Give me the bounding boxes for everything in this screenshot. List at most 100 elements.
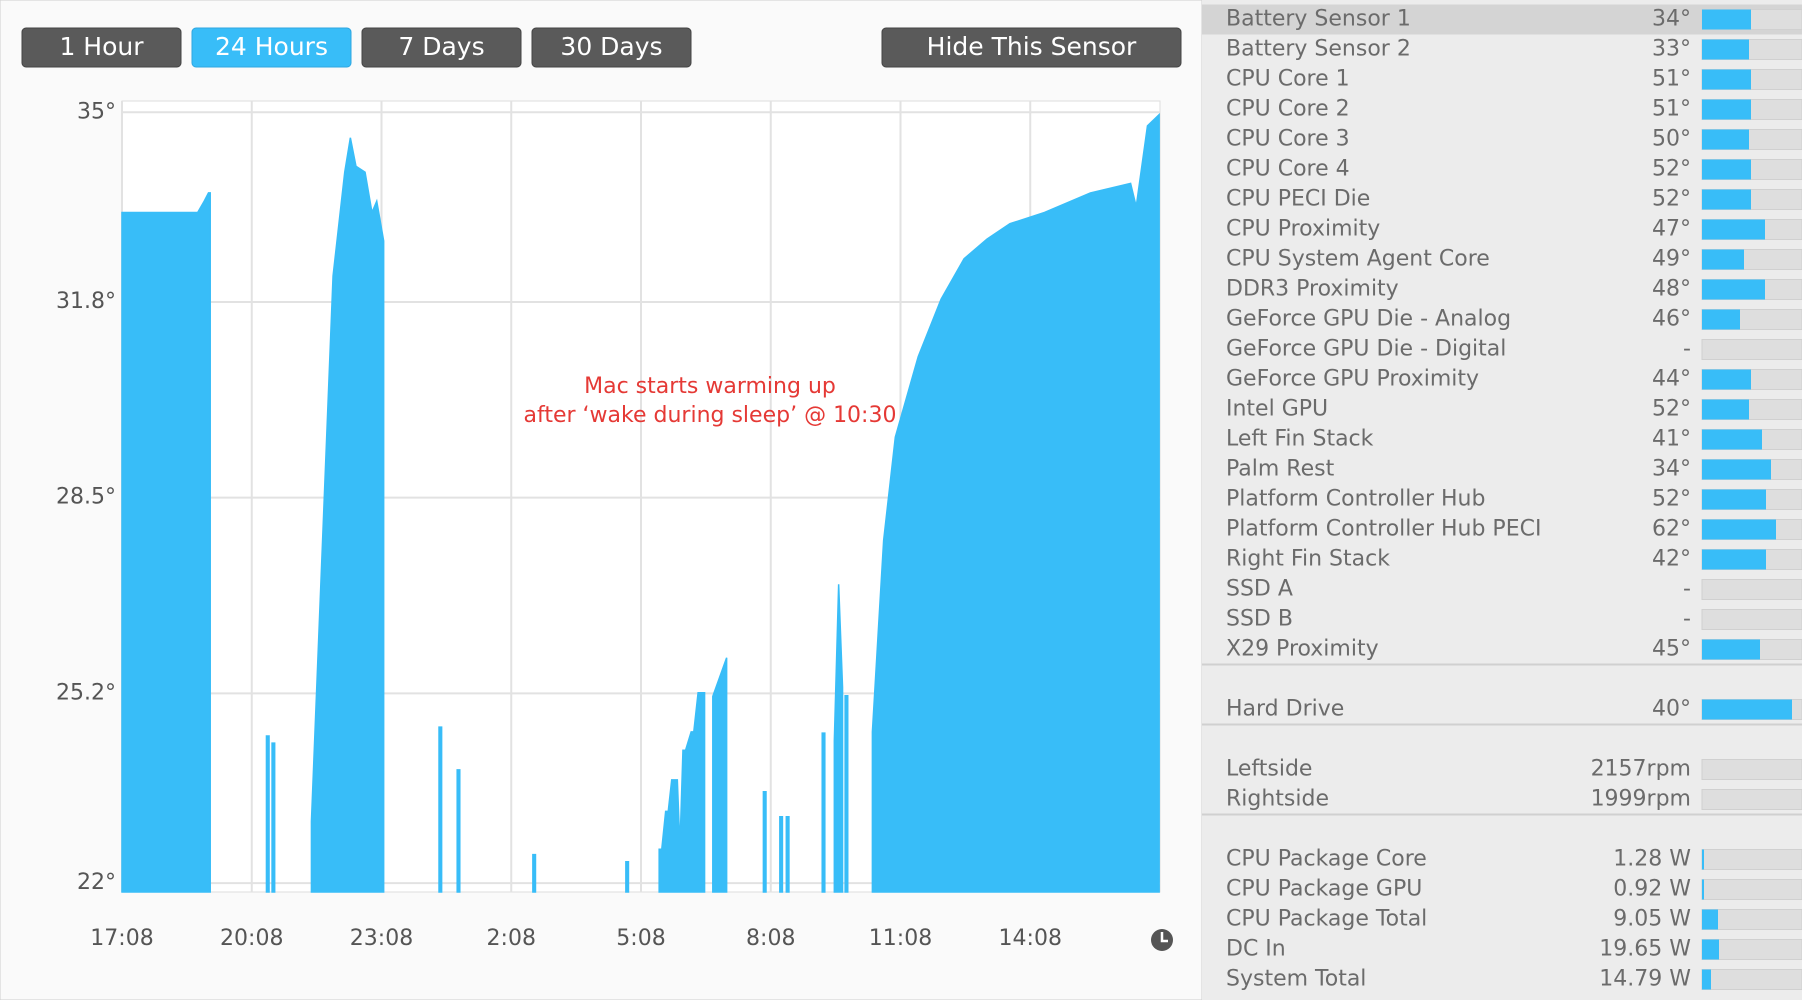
sensor-value: 0.92 W: [1613, 877, 1691, 902]
x-tick-label: 8:08: [746, 926, 795, 951]
annotation: Mac starts warming up: [584, 374, 836, 399]
sensor-name: X29 Proximity: [1226, 637, 1379, 662]
sensor-value: -: [1683, 607, 1691, 632]
sensor-value: 34°: [1652, 457, 1691, 482]
range-button[interactable]: [191, 27, 352, 68]
clock-icon: [1151, 929, 1173, 951]
sensor-name: DC In: [1226, 937, 1286, 962]
sensor-value: 49°: [1652, 247, 1691, 272]
sensor-value: 52°: [1652, 487, 1691, 512]
sensor-name: Hard Drive: [1226, 697, 1344, 722]
level-bar: [1702, 279, 1765, 300]
level-bar: [1702, 39, 1749, 60]
level-track: [1701, 969, 1802, 990]
sensor-value: 33°: [1652, 37, 1691, 62]
sensor-value: 52°: [1652, 187, 1691, 212]
sensor-name: Leftside: [1226, 757, 1312, 782]
sensor-value: 51°: [1652, 97, 1691, 122]
sensor-name: SSD B: [1226, 607, 1293, 632]
range-button-label: 1 Hour: [59, 32, 144, 61]
level-bar: [1702, 909, 1718, 930]
level-bar: [1702, 699, 1792, 720]
sensor-value: 41°: [1652, 427, 1691, 452]
level-track: [1701, 879, 1802, 900]
y-tick-label: 31.8°: [56, 289, 116, 314]
level-bar: [1702, 549, 1766, 570]
level-track: [1701, 609, 1802, 630]
sensor-name: System Total: [1226, 967, 1366, 992]
sensor-name: GeForce GPU Proximity: [1226, 367, 1479, 392]
hide-button-label: Hide This Sensor: [927, 32, 1137, 61]
sensor-value: 62°: [1652, 517, 1691, 542]
level-bar: [1702, 99, 1751, 120]
level-bar: [1702, 129, 1749, 150]
level-bar: [1702, 429, 1762, 450]
sensor-name: CPU Package GPU: [1226, 877, 1422, 902]
y-tick-label: 35°: [77, 99, 116, 124]
level-bar: [1702, 969, 1711, 990]
x-tick-label: 17:08: [90, 926, 153, 951]
level-bar: [1702, 459, 1771, 480]
sensor-value: 44°: [1652, 367, 1691, 392]
sensor-name: CPU Core 1: [1226, 67, 1350, 92]
level-bar: [1702, 189, 1751, 210]
y-tick-label: 22°: [77, 870, 116, 895]
level-bar: [1702, 879, 1704, 900]
sensor-value: 45°: [1652, 637, 1691, 662]
level-bar: [1702, 519, 1776, 540]
sensor-value: 40°: [1652, 697, 1691, 722]
sensor-value: 19.65 W: [1599, 937, 1691, 962]
level-track: [1701, 579, 1802, 600]
level-bar: [1702, 939, 1719, 960]
sensor-value: 34°: [1652, 7, 1691, 32]
sensor-value: 48°: [1652, 277, 1691, 302]
sensor-name: Left Fin Stack: [1226, 427, 1374, 452]
sensor-value: 1.28 W: [1613, 847, 1691, 872]
sensor-name: CPU Core 4: [1226, 157, 1350, 182]
sensor-name: Battery Sensor 2: [1226, 37, 1411, 62]
x-tick-label: 20:08: [220, 926, 283, 951]
y-tick-label: 28.5°: [56, 485, 116, 510]
level-track: [1701, 339, 1802, 360]
range-button[interactable]: [361, 27, 522, 68]
level-track: [1701, 849, 1802, 870]
range-button[interactable]: [531, 27, 692, 68]
sensor-value: 52°: [1652, 397, 1691, 422]
range-button[interactable]: [21, 27, 182, 68]
sensor-value: 9.05 W: [1613, 907, 1691, 932]
range-button-label: 30 Days: [560, 32, 662, 61]
area: [121, 112, 1160, 893]
level-bar: [1702, 369, 1751, 390]
sensor-name: Rightside: [1226, 787, 1329, 812]
y-tick-label: 25.2°: [56, 680, 116, 705]
annotation: after ‘wake during sleep’ @ 10:30: [524, 403, 897, 428]
sensor-value: 46°: [1652, 307, 1691, 332]
sensor-name: CPU PECI Die: [1226, 187, 1370, 212]
sensor-name: CPU Core 3: [1226, 127, 1350, 152]
sensor-name: SSD A: [1226, 577, 1293, 602]
sensor-name: GeForce GPU Die - Digital: [1226, 337, 1506, 362]
hide-button[interactable]: [881, 27, 1182, 68]
sensor-value: 51°: [1652, 67, 1691, 92]
x-tick-label: 11:08: [869, 926, 932, 951]
level-bar: [1702, 309, 1740, 330]
sensor-value: 42°: [1652, 547, 1691, 572]
sensor-name: DDR3 Proximity: [1226, 277, 1399, 302]
sensor-value: 47°: [1652, 217, 1691, 242]
sensor-value: 2157rpm: [1591, 757, 1691, 782]
level-track: [1701, 759, 1802, 780]
level-bar: [1702, 849, 1704, 870]
x-tick-label: 2:08: [487, 926, 536, 951]
sensor-name: CPU Proximity: [1226, 217, 1380, 242]
sensor-name: CPU Package Core: [1226, 847, 1427, 872]
sensor-value: 1999rpm: [1591, 787, 1691, 812]
sensor-name: GeForce GPU Die - Analog: [1226, 307, 1511, 332]
range-button-label: 7 Days: [398, 32, 484, 61]
level-bar: [1702, 489, 1766, 510]
sensor-value: -: [1683, 577, 1691, 602]
sensor-value: 52°: [1652, 157, 1691, 182]
sensor-value: 50°: [1652, 127, 1691, 152]
sensor-value: -: [1683, 337, 1691, 362]
